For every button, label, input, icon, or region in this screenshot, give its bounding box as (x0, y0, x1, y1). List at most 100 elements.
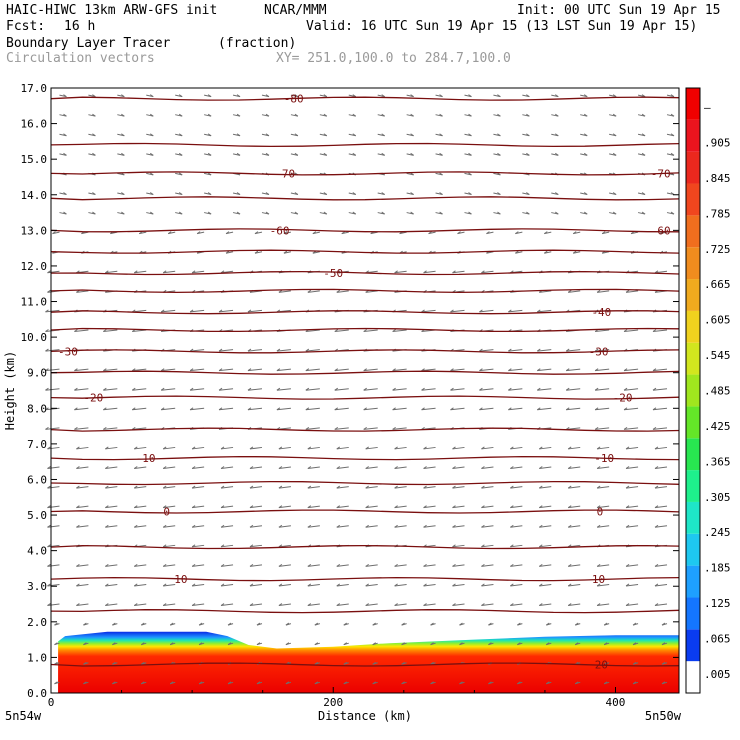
vector-head (254, 231, 259, 235)
isotherm-label: -50 (323, 267, 343, 280)
vector (539, 583, 552, 587)
vector-head (305, 348, 310, 352)
vector-head (625, 524, 630, 528)
vector-head (54, 622, 58, 626)
vector-head (365, 603, 369, 606)
vector-head (278, 289, 283, 293)
vector (163, 270, 176, 274)
x-end-location: 5n50w (645, 709, 682, 723)
vector (334, 427, 349, 430)
isotherm-label: -70 (275, 167, 295, 180)
vector-head (278, 563, 283, 567)
vector-head (162, 505, 167, 509)
vector-head (439, 133, 443, 137)
vector (334, 388, 349, 391)
vector-head (670, 113, 675, 117)
vector-head (314, 622, 319, 626)
vector-head (612, 133, 617, 137)
vector-head (352, 133, 357, 137)
vector-head (105, 446, 109, 450)
vector-head (430, 681, 434, 685)
vector-head (278, 524, 283, 528)
vector-head (283, 231, 288, 235)
y-tick-label: 16.0 (21, 118, 48, 131)
vector (105, 486, 118, 489)
vector-head (227, 681, 232, 685)
vector-head (452, 505, 456, 509)
colorbar-swatch (686, 88, 700, 120)
vector (510, 544, 523, 548)
vector (423, 446, 436, 450)
colorbar-label: .905 (704, 137, 731, 150)
vector-head (236, 133, 241, 137)
vector (508, 368, 523, 372)
vector-head (468, 211, 472, 215)
vector-head (363, 329, 367, 332)
vector (479, 309, 494, 313)
vector-head (218, 368, 223, 372)
vector (626, 505, 639, 509)
vector (450, 407, 465, 411)
vector (278, 564, 291, 567)
vector (508, 407, 523, 411)
vector-head (169, 681, 174, 685)
colorbar-swatch (686, 151, 700, 184)
vector (510, 505, 523, 509)
vector-head (452, 446, 456, 450)
vector-head (372, 681, 376, 685)
vector (481, 525, 494, 528)
vector (305, 407, 320, 411)
vector-head (625, 583, 630, 587)
vector (597, 505, 610, 509)
vector-head (394, 583, 398, 587)
vector-head (365, 563, 369, 567)
colorbar-swatch (686, 342, 700, 375)
vector-head (47, 505, 51, 509)
vector (336, 505, 349, 509)
vector-head (352, 152, 357, 156)
vector-head (265, 133, 270, 137)
vector-head (623, 368, 628, 372)
vector-head (131, 368, 136, 372)
vector-head (510, 583, 514, 587)
vector (539, 466, 552, 470)
vector-head (508, 348, 512, 352)
vector (394, 564, 407, 567)
vector (568, 603, 581, 607)
vector-head (220, 446, 225, 450)
vector-head (76, 603, 80, 606)
vector-head (510, 544, 514, 548)
vector-head (323, 152, 328, 156)
vector-head (544, 231, 548, 235)
vector (566, 407, 581, 411)
colorbar-swatch (686, 310, 700, 343)
vector-head (236, 152, 241, 156)
vector (597, 466, 610, 470)
vector-head (160, 407, 165, 411)
vector-head (612, 152, 617, 156)
vector-head (249, 505, 254, 509)
vector-head (189, 387, 194, 391)
colorbar-label: .185 (704, 562, 731, 575)
vector (220, 544, 234, 548)
y-tick-label: 5.0 (27, 509, 47, 522)
vector-head (105, 485, 109, 489)
vector-head (526, 113, 530, 117)
vector-head (555, 94, 559, 98)
vector (654, 446, 668, 450)
vector-head (121, 211, 125, 215)
colorbar-label: .545 (704, 349, 731, 362)
vector (568, 505, 581, 509)
vector-head (410, 113, 414, 117)
vector-head (307, 563, 312, 567)
vector-head (191, 270, 196, 274)
vector-head (392, 387, 396, 391)
vector (76, 525, 89, 528)
isotherm-label: -60 (270, 224, 290, 237)
vector-head (121, 113, 125, 117)
vector-head (334, 368, 339, 372)
vector-head (565, 348, 570, 352)
isotherm-line (50, 427, 680, 432)
vector-head (567, 289, 572, 293)
vector-head (594, 348, 599, 352)
